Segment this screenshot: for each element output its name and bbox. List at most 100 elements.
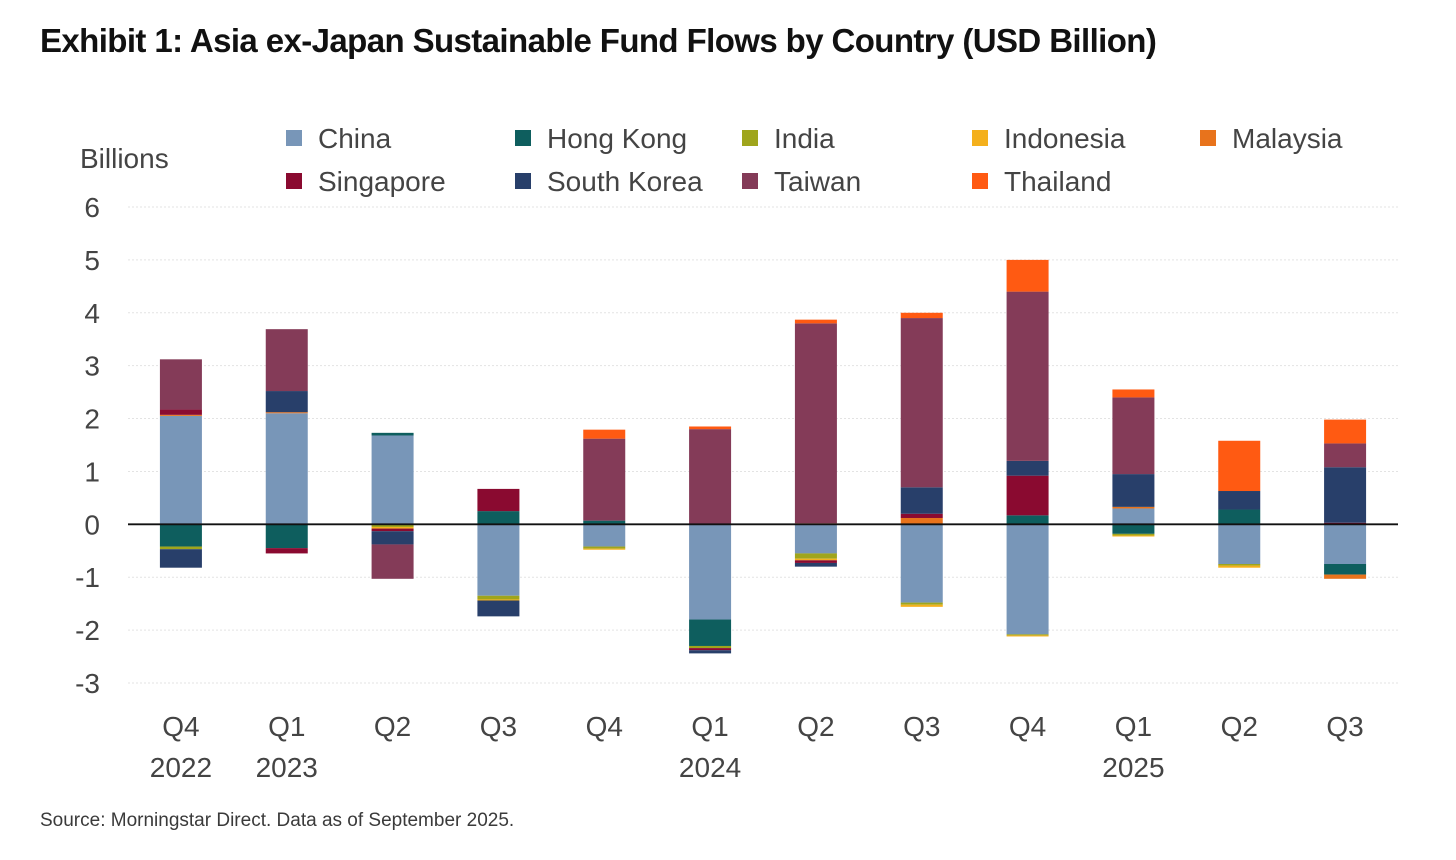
source-note: Source: Morningstar Direct. Data as of S… [40, 810, 515, 831]
bar-segment [159, 359, 202, 410]
bar-segment [1218, 440, 1261, 492]
bar-segment [583, 520, 626, 525]
bar-segment [583, 546, 626, 549]
bar-segment [900, 517, 943, 525]
bar-segment [1324, 564, 1367, 575]
x-tick-year-label: 2022 [150, 752, 212, 783]
bar-segment [1112, 474, 1155, 507]
x-tick-year-label: 2024 [679, 752, 741, 783]
bar-segment [794, 524, 837, 554]
x-tick-label: Q2 [1221, 711, 1258, 742]
legend-label: Singapore [318, 166, 446, 197]
bar-segment [1218, 491, 1261, 510]
bar-segment [1324, 467, 1367, 523]
bar-segment [1006, 515, 1049, 525]
legend-swatch [1200, 130, 1216, 146]
x-tick-label: Q1 [1115, 711, 1152, 742]
y-tick-label: 5 [84, 245, 100, 276]
bar-segment [371, 531, 414, 545]
bar-segment [583, 429, 626, 439]
bar-segment [1324, 419, 1367, 444]
x-tick-label: Q1 [691, 711, 728, 742]
legend-label: Taiwan [774, 166, 861, 197]
bar-segment [583, 524, 626, 547]
x-tick-label: Q4 [1009, 711, 1046, 742]
bar-segment [689, 648, 732, 651]
legend-swatch [742, 173, 758, 189]
legend-swatch [286, 173, 302, 189]
y-tick-label: 6 [84, 192, 100, 223]
y-tick-label: -1 [75, 562, 100, 593]
legend-swatch [515, 130, 531, 146]
bar-segment [1218, 524, 1261, 564]
bar-segment [900, 604, 943, 607]
legend-swatch [515, 173, 531, 189]
gridlines [128, 206, 1398, 684]
bar-segment [265, 391, 308, 413]
bar-segment [1112, 535, 1155, 537]
y-tick-label: 0 [84, 509, 100, 540]
bar-segment [477, 595, 520, 600]
x-tick-label: Q1 [268, 711, 305, 742]
legend-swatch [972, 173, 988, 189]
bar-segment [265, 548, 308, 554]
bar-segment [900, 524, 943, 603]
x-tick-year-label: 2025 [1102, 752, 1164, 783]
legend: China Hong Kong India Indonesia Malaysia Sing… [286, 123, 1343, 197]
bar-segment [689, 650, 732, 654]
bar-segment [794, 560, 837, 563]
legend-label: South Korea [547, 166, 703, 197]
y-tick-label: 2 [84, 404, 100, 435]
bar-segment [1324, 574, 1367, 579]
bar-segment [900, 318, 943, 488]
y-tick-label: 4 [84, 298, 100, 329]
bar-segment [1218, 509, 1261, 525]
bars [159, 259, 1367, 654]
bar-segment [1006, 524, 1049, 635]
bar-segment [371, 435, 414, 525]
bar-segment [159, 546, 202, 550]
bar-segment [794, 553, 837, 559]
x-tick-label: Q3 [903, 711, 940, 742]
bar-segment [371, 526, 414, 529]
legend-label: Thailand [1004, 166, 1111, 197]
y-tick-label: -3 [75, 668, 100, 699]
bar-segment [159, 409, 202, 415]
y-tick-label: 3 [84, 351, 100, 382]
bar-segment [1112, 533, 1155, 536]
bar-segment [159, 524, 202, 547]
bar-segment [1006, 634, 1049, 636]
bar-segment [689, 429, 732, 525]
legend-label: Hong Kong [547, 123, 687, 154]
bar-segment [689, 524, 732, 620]
bar-segment [1112, 397, 1155, 475]
bar-segment [477, 488, 520, 512]
x-tick-year-label: 2023 [256, 752, 318, 783]
bar-segment [1324, 524, 1367, 564]
bar-segment [1006, 475, 1049, 516]
x-tick-label: Q3 [1326, 711, 1363, 742]
stacked-bar-chart: -3 -2 -1 0 1 2 3 4 5 6 Q4 2022 Q1 2023 Q2 Q3 Q4 Q1 2024 Q2 Q… [75, 123, 1398, 783]
y-tick-label: -2 [75, 615, 100, 646]
legend-label: India [774, 123, 835, 154]
bar-segment [900, 487, 943, 514]
bar-segment [477, 524, 520, 596]
x-tick-label: Q3 [480, 711, 517, 742]
y-axis-label: Billions [80, 143, 169, 174]
bar-segment [159, 549, 202, 568]
bar-segment [265, 524, 308, 549]
bar-segment [900, 513, 943, 518]
bar-segment [1324, 443, 1367, 468]
legend-swatch [972, 130, 988, 146]
bar-segment [265, 329, 308, 392]
bar-segment [477, 511, 520, 525]
bar-segment [159, 414, 202, 416]
bar-segment [1218, 564, 1261, 566]
bar-segment [371, 528, 414, 532]
x-tick-label: Q4 [162, 711, 199, 742]
bar-segment [265, 412, 308, 414]
legend-label: Malaysia [1232, 123, 1343, 154]
y-tick-label: 1 [84, 456, 100, 487]
chart-title: Exhibit 1: Asia ex-Japan Sustainable Fun… [40, 22, 1157, 59]
bar-segment [477, 599, 520, 601]
